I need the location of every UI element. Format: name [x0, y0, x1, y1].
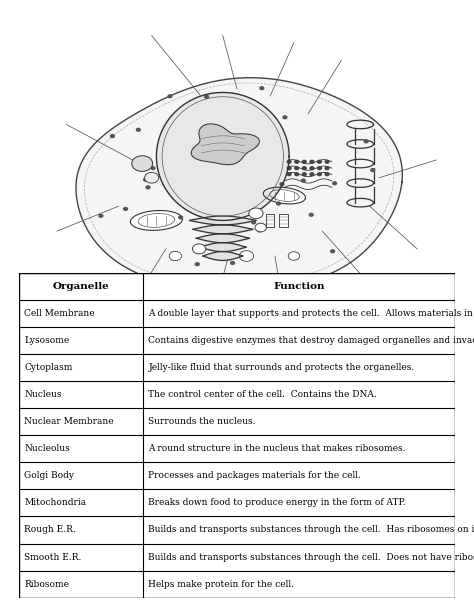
- Circle shape: [179, 216, 182, 219]
- Polygon shape: [130, 210, 182, 230]
- Circle shape: [283, 116, 287, 119]
- Circle shape: [260, 86, 264, 89]
- Circle shape: [146, 186, 150, 189]
- Polygon shape: [191, 124, 259, 165]
- Circle shape: [301, 179, 305, 182]
- Circle shape: [302, 161, 306, 163]
- Circle shape: [310, 173, 314, 176]
- Circle shape: [137, 128, 140, 131]
- Text: Contains digestive enzymes that destroy damaged organelles and invaders.: Contains digestive enzymes that destroy …: [148, 336, 474, 345]
- Text: Nucleolus: Nucleolus: [24, 444, 70, 453]
- Text: Surrounds the nucleus.: Surrounds the nucleus.: [148, 417, 256, 426]
- Circle shape: [310, 213, 313, 216]
- Polygon shape: [156, 93, 289, 221]
- Circle shape: [331, 249, 335, 253]
- Text: Function: Function: [273, 282, 325, 291]
- Circle shape: [168, 95, 172, 97]
- Circle shape: [295, 173, 299, 176]
- Circle shape: [145, 172, 159, 183]
- Text: Cell Membrane: Cell Membrane: [24, 309, 95, 318]
- Text: Processes and packages materials for the cell.: Processes and packages materials for the…: [148, 471, 361, 481]
- Circle shape: [302, 167, 306, 170]
- Text: Mitochondria: Mitochondria: [24, 498, 86, 508]
- Text: Builds and transports substances through the cell.  Does not have ribosomes.: Builds and transports substances through…: [148, 552, 474, 562]
- Circle shape: [310, 167, 314, 170]
- Text: Organelle: Organelle: [53, 282, 109, 291]
- Circle shape: [295, 161, 299, 163]
- Polygon shape: [264, 187, 305, 204]
- Text: Nuclear Membrane: Nuclear Membrane: [24, 417, 114, 426]
- Circle shape: [371, 169, 374, 172]
- Circle shape: [302, 173, 306, 176]
- Text: Cytoplasm: Cytoplasm: [24, 363, 73, 372]
- Text: A round structure in the nucleus that makes ribosomes.: A round structure in the nucleus that ma…: [148, 444, 406, 453]
- Circle shape: [280, 183, 284, 186]
- Text: Breaks down food to produce energy in the form of ATP.: Breaks down food to produce energy in th…: [148, 498, 406, 508]
- Text: Lysosome: Lysosome: [24, 336, 70, 345]
- Circle shape: [325, 167, 329, 170]
- Circle shape: [333, 182, 337, 185]
- Circle shape: [288, 252, 300, 261]
- Text: Ribosome: Ribosome: [24, 580, 69, 588]
- Circle shape: [277, 202, 281, 205]
- Circle shape: [252, 221, 255, 224]
- Circle shape: [192, 244, 206, 254]
- Circle shape: [99, 215, 103, 217]
- Circle shape: [144, 178, 147, 181]
- Circle shape: [257, 229, 261, 232]
- Circle shape: [318, 167, 321, 170]
- Text: Rough E.R.: Rough E.R.: [24, 525, 76, 535]
- Circle shape: [325, 161, 329, 163]
- Circle shape: [110, 135, 114, 137]
- Circle shape: [310, 161, 314, 163]
- Bar: [266, 214, 274, 227]
- Circle shape: [287, 161, 291, 163]
- Circle shape: [318, 173, 321, 176]
- Text: Nucleus: Nucleus: [24, 390, 62, 399]
- Text: Jelly-like fluid that surrounds and protects the organelles.: Jelly-like fluid that surrounds and prot…: [148, 363, 415, 372]
- Circle shape: [325, 173, 329, 176]
- Text: Helps make protein for the cell.: Helps make protein for the cell.: [148, 580, 294, 588]
- Circle shape: [195, 263, 199, 265]
- Circle shape: [364, 140, 368, 143]
- Circle shape: [205, 276, 209, 278]
- Circle shape: [124, 207, 128, 210]
- Circle shape: [151, 167, 155, 170]
- Bar: [279, 214, 288, 227]
- Circle shape: [255, 223, 266, 232]
- Circle shape: [295, 167, 299, 170]
- Circle shape: [132, 156, 153, 172]
- Circle shape: [318, 161, 321, 163]
- Text: Builds and transports substances through the cell.  Has ribosomes on it.: Builds and transports substances through…: [148, 525, 474, 535]
- Polygon shape: [76, 78, 402, 289]
- Circle shape: [169, 251, 182, 261]
- Text: The control center of the cell.  Contains the DNA.: The control center of the cell. Contains…: [148, 390, 377, 399]
- Text: Smooth E.R.: Smooth E.R.: [24, 552, 82, 562]
- Text: A double layer that supports and protects the cell.  Allows materials in and out: A double layer that supports and protect…: [148, 309, 474, 318]
- Circle shape: [249, 208, 263, 219]
- Circle shape: [287, 167, 291, 170]
- Text: Golgi Body: Golgi Body: [24, 471, 74, 481]
- Circle shape: [239, 251, 254, 261]
- Circle shape: [231, 262, 235, 264]
- Circle shape: [205, 96, 209, 98]
- Circle shape: [287, 173, 291, 176]
